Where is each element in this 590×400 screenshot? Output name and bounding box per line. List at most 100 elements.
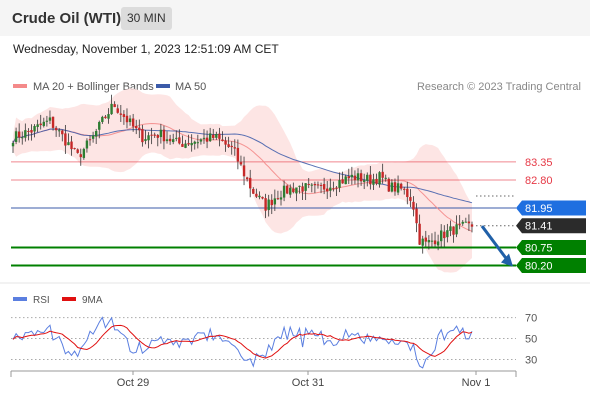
candle-body	[341, 179, 344, 184]
candle	[36, 119, 39, 133]
candle	[131, 113, 135, 132]
candle	[332, 181, 335, 192]
candle	[390, 179, 394, 193]
candle-body	[409, 197, 412, 201]
candle-body	[255, 193, 258, 197]
candle	[261, 196, 264, 200]
candle	[427, 235, 431, 250]
candle	[64, 124, 67, 154]
candle-body	[292, 188, 295, 193]
level-labels: 83.35 82.80 81.95 81.41 80.75 80.20	[516, 157, 586, 274]
candle	[224, 136, 227, 152]
candle-body	[399, 183, 403, 189]
candle-body	[113, 104, 116, 108]
candle	[221, 131, 224, 142]
candle-body	[458, 223, 461, 225]
candle	[98, 120, 101, 139]
candle-body	[131, 118, 135, 127]
candle	[141, 124, 144, 147]
candle	[14, 127, 18, 145]
candle-body	[384, 177, 387, 179]
level-label-support-4: 80.75	[525, 242, 553, 254]
candle-body	[205, 137, 209, 142]
candle-body	[51, 116, 55, 128]
candle	[409, 189, 412, 208]
candle-body	[230, 145, 233, 148]
candle-body	[24, 130, 27, 138]
candle	[273, 189, 277, 211]
candle-body	[415, 208, 418, 224]
candle-body	[138, 127, 141, 131]
candle	[313, 181, 317, 194]
candle	[304, 183, 307, 201]
candle-body	[452, 226, 455, 235]
candle	[45, 115, 49, 127]
timeframe-badge[interactable]: 30 MIN	[121, 7, 172, 30]
candle-body	[14, 131, 18, 142]
candle	[150, 127, 153, 145]
candle	[171, 133, 175, 145]
candle-body	[165, 139, 169, 142]
candle-body	[264, 198, 267, 211]
forecast-arrow	[480, 225, 513, 267]
candle-body	[347, 176, 350, 179]
candle-body	[30, 130, 33, 133]
candle	[421, 235, 424, 254]
candle-body	[242, 165, 246, 177]
candle-body	[218, 133, 221, 139]
candle	[61, 129, 64, 142]
candle-body	[270, 199, 273, 206]
candle-body	[310, 184, 314, 186]
x-tick-label-1: Oct 31	[292, 377, 324, 389]
level-label-current-3: 81.41	[525, 221, 553, 233]
legend-ma50-label: MA 50	[175, 81, 206, 93]
candle	[147, 132, 150, 149]
candle	[396, 175, 400, 196]
candle-body	[245, 177, 249, 180]
candle	[113, 101, 116, 108]
candle	[347, 168, 350, 185]
candle-body	[353, 175, 357, 181]
candle	[285, 184, 289, 195]
legend-bollinger-swatch	[13, 84, 27, 88]
candle-body	[381, 171, 384, 178]
candle	[255, 188, 258, 199]
candle-body	[418, 223, 421, 245]
candle-body	[162, 129, 166, 142]
candle	[387, 177, 391, 192]
candle	[301, 182, 304, 201]
candle-body	[295, 187, 298, 194]
candle	[406, 181, 409, 205]
candle-body	[212, 134, 215, 139]
candle	[193, 140, 196, 150]
candle	[264, 193, 267, 219]
candle	[319, 182, 323, 194]
candle-body	[128, 118, 132, 123]
candle-body	[289, 187, 292, 195]
rsi-ma-line	[12, 324, 473, 359]
candle-body	[70, 141, 73, 150]
candle-body	[313, 183, 317, 186]
candle	[292, 182, 295, 194]
candles	[11, 94, 474, 254]
candle-body	[335, 187, 338, 189]
candle	[119, 104, 123, 122]
candle	[17, 123, 21, 143]
candle	[27, 128, 30, 141]
x-tick-label-2: Nov 1	[462, 377, 491, 389]
candle-body	[64, 133, 67, 146]
candle-body	[33, 126, 36, 132]
candle-body	[36, 124, 39, 127]
candle	[199, 138, 203, 145]
candle	[128, 115, 132, 126]
candle	[11, 140, 15, 153]
candle	[73, 147, 76, 150]
level-label-support-5: 80.20	[525, 261, 553, 273]
candle-body	[249, 177, 252, 189]
rsi-panel: 70 50 30	[11, 313, 537, 369]
candle-body	[282, 185, 286, 198]
candle	[116, 104, 119, 114]
candle-body	[48, 117, 52, 121]
candle	[375, 173, 378, 186]
